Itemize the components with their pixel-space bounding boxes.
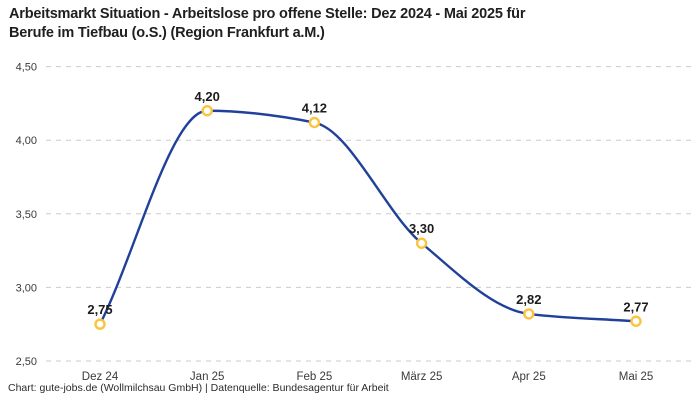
y-axis-tick-label: 2,50: [16, 356, 37, 368]
y-axis-tick-label: 3,00: [16, 282, 37, 294]
data-line: [98, 109, 638, 326]
x-axis-label: Dez 24: [82, 371, 119, 383]
y-axis-tick-label: 3,50: [16, 209, 37, 221]
x-axis-label: Feb 25: [296, 371, 332, 383]
data-point-label: 2,75: [87, 302, 112, 317]
data-point-marker: [523, 308, 535, 320]
data-point-marker: [308, 116, 321, 129]
data-point-label: 2,82: [516, 292, 541, 307]
data-point-marker: [630, 315, 642, 327]
chart-title: Arbeitsmarkt Situation - Arbeitslose pro…: [9, 5, 525, 42]
y-axis-tick-label: 4,50: [16, 62, 37, 74]
x-axis-label: Apr 25: [512, 371, 546, 383]
data-point-label: 2,77: [623, 299, 648, 314]
chart-title-line1: Arbeitsmarkt Situation - Arbeitslose pro…: [9, 6, 526, 22]
y-axis-tick-label: 4,00: [16, 135, 37, 147]
data-point-marker: [201, 105, 213, 117]
x-axis-label: Jan 25: [190, 371, 225, 383]
data-point-label: 3,30: [409, 221, 434, 236]
data-point-label: 4,20: [195, 89, 220, 104]
x-axis-label: März 25: [401, 371, 443, 383]
data-point-marker: [415, 237, 428, 249]
data-point-marker: [94, 318, 106, 330]
x-axis-label: Mai 25: [619, 371, 654, 383]
data-point-label: 4,12: [302, 101, 327, 116]
chart-footer: Chart: gute-jobs.de (Wollmilchsau GmbH) …: [8, 382, 389, 394]
chart-title-line2: Berufe im Tiefbau (o.S.) (Region Frankfu…: [9, 24, 325, 41]
